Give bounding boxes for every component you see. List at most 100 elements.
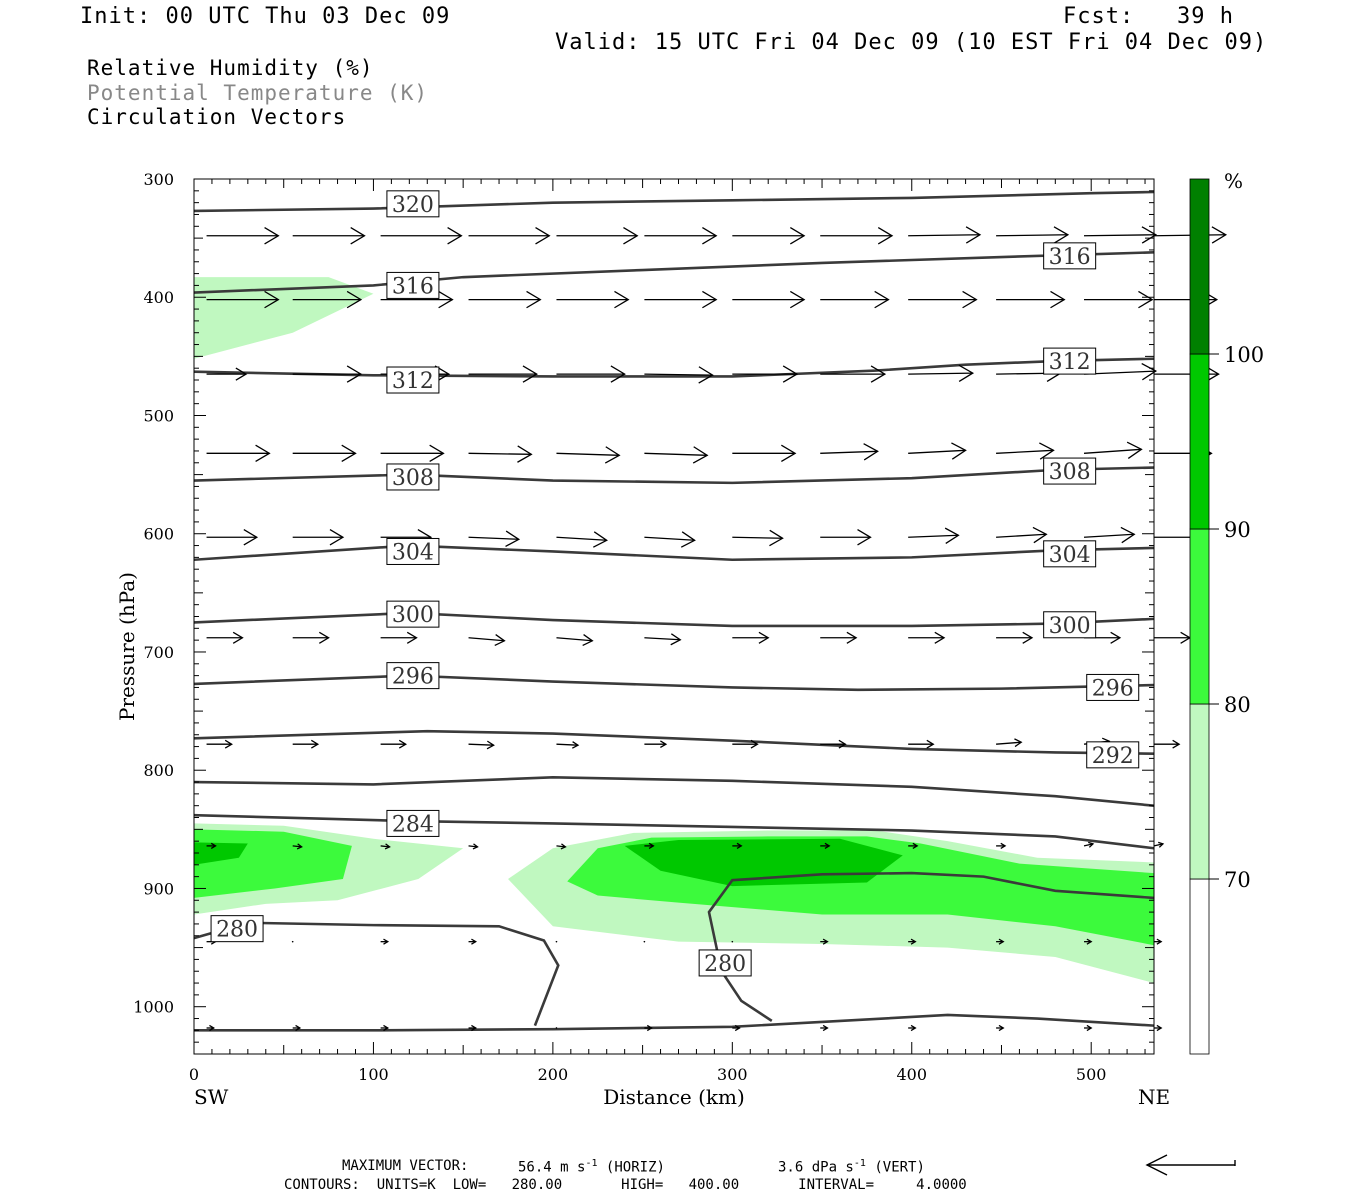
circulation-vector [1153, 841, 1165, 848]
horiz-max-value: 56.4 m s-1 (HORIZ) [518, 1158, 665, 1176]
circulation-vector [468, 1024, 477, 1032]
x-tick-label: 200 [538, 1065, 569, 1084]
forecast-hour: Fcst: 39 h [1063, 4, 1234, 29]
circulation-vector [292, 1024, 302, 1032]
theta-label-text: 280 [216, 918, 258, 943]
circulation-vector [206, 842, 217, 849]
circulation-vector [380, 227, 463, 245]
circulation-vector [292, 529, 345, 546]
theta-label-316: 316 [386, 271, 440, 299]
y-axis-label: Pressure (hPa) [115, 572, 139, 721]
theta-label-300: 300 [386, 600, 440, 628]
y-tick-label: 700 [143, 643, 174, 662]
circulation-vector [1084, 1024, 1093, 1032]
x-end-label-left: SW [194, 1085, 229, 1109]
circulation-vector [996, 226, 1070, 244]
theta-label-text: 300 [392, 603, 434, 628]
circulation-vector [380, 631, 418, 644]
circulation-vector [380, 290, 454, 309]
circulation-vector [556, 227, 639, 245]
theta-label-text: 296 [392, 665, 434, 690]
circulation-vector [556, 365, 626, 383]
theta-label-text: 312 [1049, 350, 1091, 375]
horiz-unit-exp: -1 [585, 1158, 598, 1169]
theta-contour-280 [194, 1013, 1154, 1032]
circulation-vector [996, 526, 1048, 544]
theta-label-280: 280 [210, 915, 264, 943]
theta-label-layer: 320 316 316 312 312 308 308 304 304 300 300 296 296 2… [210, 190, 1140, 977]
circulation-vector [644, 1024, 653, 1032]
theta-label-text: 308 [392, 466, 434, 491]
theta-label-text: 312 [392, 369, 434, 394]
circulation-vector [732, 1024, 741, 1032]
vector-dot [291, 940, 294, 943]
circulation-vector [206, 1024, 216, 1032]
circulation-vector [556, 741, 580, 749]
circulation-vector [206, 367, 248, 381]
vert-value: 3.6 dPa s [778, 1159, 854, 1176]
colorbar-tick-label: 80 [1224, 693, 1251, 717]
circulation-vector [468, 843, 479, 850]
circulation-vector [820, 938, 829, 945]
circulation-vector [380, 938, 390, 945]
circulation-vector [380, 739, 408, 749]
max-vector-label: MAXIMUM VECTOR: [342, 1158, 469, 1174]
theta-label-312: 312 [386, 366, 440, 394]
theta-label-308: 308 [386, 463, 440, 491]
theta-label-text: 308 [1049, 460, 1091, 485]
valid-time: Valid: 15 UTC Fri 04 Dec 09 (10 EST Fri … [555, 30, 1268, 55]
theta-label-text: 304 [392, 540, 434, 565]
circulation-vector [1154, 1024, 1163, 1032]
y-tick-label: 600 [143, 525, 174, 544]
theta-contour-304 [194, 544, 1154, 562]
circulation-vector [556, 531, 608, 548]
theta-contour-296 [194, 674, 1154, 692]
circulation-vector [644, 366, 714, 384]
legend-rh: Relative Humidity (%) [87, 56, 374, 80]
theta-label-300: 300 [1043, 611, 1097, 639]
circulation-vector [644, 842, 655, 849]
circulation-vector [996, 938, 1005, 945]
circulation-vector [206, 444, 271, 463]
vert-max-value: 3.6 dPa s-1 (VERT) [778, 1158, 925, 1176]
circulation-vector [908, 226, 982, 244]
vector-dot [555, 1027, 558, 1029]
theta-label-296: 296 [1086, 673, 1140, 701]
circulation-vector [644, 446, 709, 464]
rh-region-3 [194, 842, 248, 865]
theta-label-text: 296 [1092, 676, 1134, 701]
circulation-vector [468, 530, 521, 547]
circulation-vector [292, 843, 303, 850]
vert-label: (VERT) [874, 1159, 925, 1176]
colorbar-tick-label: 90 [1224, 518, 1251, 542]
y-tick-label: 500 [143, 406, 174, 425]
circulation-vector [206, 739, 233, 749]
circulation-vector [644, 633, 682, 646]
circulation-vector [468, 938, 477, 945]
circulation-vector [644, 227, 718, 245]
theta-label-320: 320 [386, 190, 440, 218]
contour-info: CONTOURS: UNITS=K LOW= 280.00 HIGH= 400.… [284, 1177, 967, 1193]
circulation-vector [206, 529, 259, 546]
circulation-vector [996, 1024, 1005, 1032]
y-tick-label: 300 [143, 170, 174, 189]
theta-contour-292 [194, 729, 1154, 755]
circulation-vector [206, 631, 244, 644]
theta-label-304: 304 [1043, 540, 1097, 568]
vert-unit-exp: -1 [853, 1158, 866, 1169]
reference-vector-icon [1145, 1154, 1236, 1176]
circulation-vector [644, 290, 718, 309]
theta-label-text: 316 [1049, 245, 1091, 270]
x-tick-label: 400 [896, 1065, 927, 1084]
circulation-vector [732, 444, 797, 463]
circulation-vector [644, 740, 668, 749]
circulation-vector [468, 227, 551, 245]
circulation-vector [1154, 938, 1163, 945]
plot-frame: 0 100 200 300 400 500 300 400 500 600 700 800 900 100… [115, 170, 1170, 1109]
circulation-vector [996, 842, 1007, 849]
circulation-vector [556, 843, 567, 850]
circulation-vector [908, 364, 975, 383]
legend-theta: Potential Temperature (K) [87, 81, 429, 105]
x-end-label-right: NE [1138, 1085, 1170, 1109]
theta-label-text: 280 [704, 952, 746, 977]
